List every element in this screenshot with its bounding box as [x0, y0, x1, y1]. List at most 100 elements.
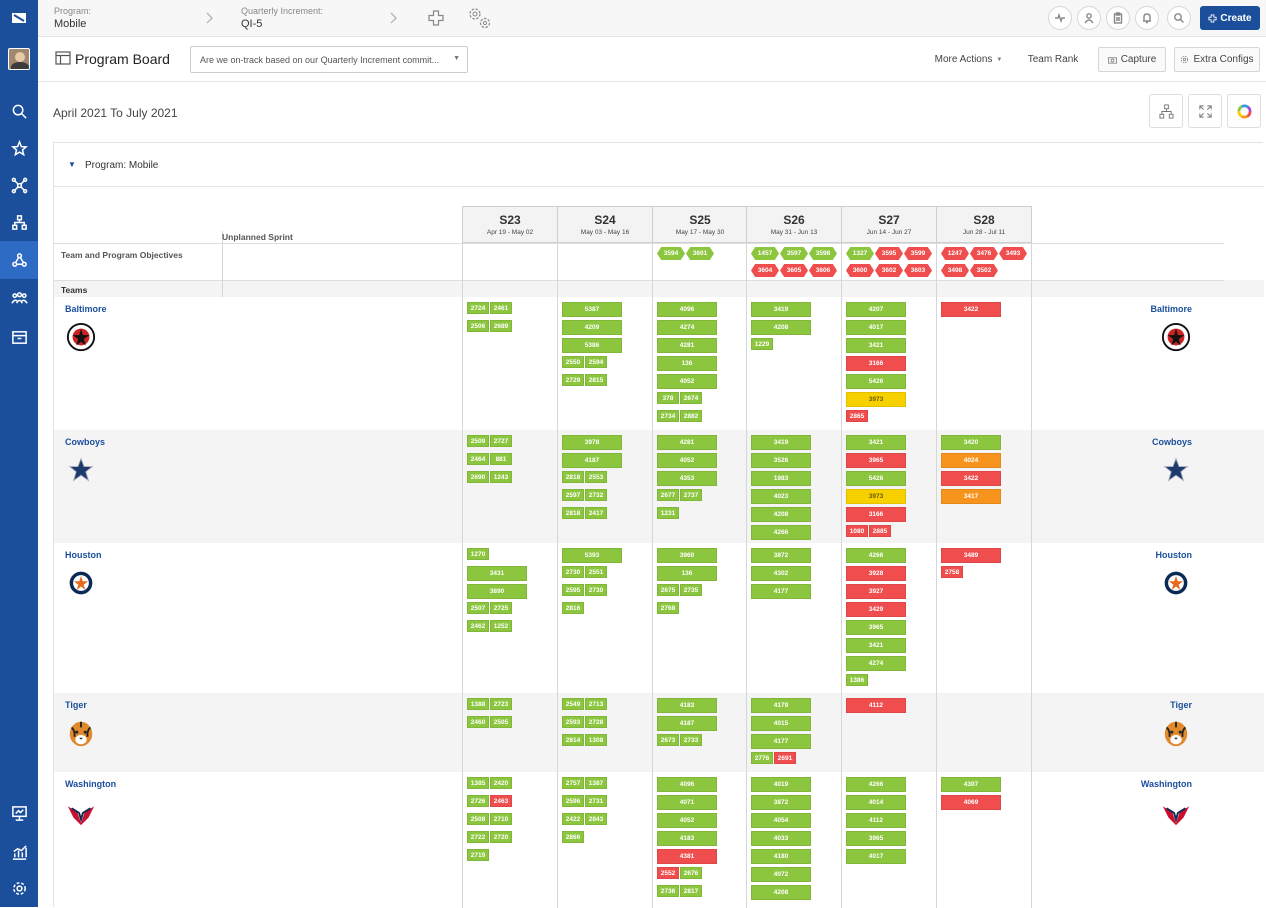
create-button[interactable]: Create [1200, 6, 1260, 30]
story-card[interactable]: 1388 [467, 698, 489, 710]
story-card[interactable]: 2689 [490, 320, 512, 332]
hierarchy-icon[interactable] [0, 204, 38, 240]
story-card[interactable]: 2596 [562, 795, 584, 807]
story-card[interactable]: 1386 [846, 674, 868, 686]
objective-hex[interactable]: 3502 [970, 264, 998, 277]
story-card[interactable]: 2673 [657, 734, 679, 746]
search-icon[interactable] [0, 93, 38, 129]
objective-hex[interactable]: 3597 [780, 247, 808, 260]
story-card[interactable]: 2731 [585, 795, 607, 807]
feature-card[interactable]: 3421 [846, 638, 906, 653]
story-card[interactable]: 2758 [941, 566, 963, 578]
feature-card[interactable]: 3965 [846, 831, 906, 846]
objective-hex[interactable]: 3603 [904, 264, 932, 277]
capture-button[interactable]: Capture [1098, 47, 1166, 72]
feature-card[interactable]: 5426 [846, 374, 906, 389]
story-card[interactable]: 2691 [774, 752, 796, 764]
story-card[interactable]: 2710 [490, 813, 512, 825]
story-card[interactable]: 2507 [467, 602, 489, 614]
story-card[interactable]: 2729 [562, 374, 584, 386]
color-legend-button[interactable] [1227, 94, 1261, 128]
team-rank-button[interactable]: Team Rank [1024, 47, 1082, 72]
story-card[interactable]: 2420 [490, 777, 512, 789]
feature-card[interactable]: 3431 [467, 566, 527, 581]
team-name-right[interactable]: Baltimore [1150, 304, 1192, 314]
sprint-header[interactable]: S27 Jun 14 - Jun 27 [841, 206, 937, 243]
feature-card[interactable]: 136 [657, 356, 717, 371]
team-name-left[interactable]: Tiger [65, 700, 87, 710]
objective-hex[interactable]: 3606 [809, 264, 837, 277]
question-select[interactable]: Are we on-track based on our Quarterly I… [190, 46, 468, 73]
feature-card[interactable]: 4187 [562, 453, 622, 468]
story-card[interactable]: 2768 [657, 602, 679, 614]
story-card[interactable]: 1385 [467, 777, 489, 789]
feature-card[interactable]: 4281 [657, 435, 717, 450]
story-card[interactable]: 2736 [657, 885, 679, 897]
feature-card[interactable]: 3419 [751, 435, 811, 450]
team-name-right[interactable]: Washington [1140, 779, 1192, 789]
story-card[interactable]: 1270 [467, 548, 489, 560]
story-card[interactable]: 2690 [467, 471, 489, 483]
objective-hex[interactable]: 3601 [686, 247, 714, 260]
app-logo-icon[interactable] [0, 0, 38, 36]
collapse-chevron-icon[interactable]: ▼ [68, 160, 76, 169]
feature-card[interactable]: 4015 [751, 716, 811, 731]
objective-hex[interactable]: 3602 [875, 264, 903, 277]
teams-icon[interactable] [0, 280, 38, 316]
feature-card[interactable]: 3421 [846, 435, 906, 450]
story-card[interactable]: 2675 [657, 584, 679, 596]
feature-card[interactable]: 4072 [751, 867, 811, 882]
feature-card[interactable]: 3872 [751, 795, 811, 810]
feature-card[interactable]: 1983 [751, 471, 811, 486]
feature-card[interactable]: 3166 [846, 507, 906, 522]
feature-card[interactable]: 4302 [751, 566, 811, 581]
story-card[interactable]: 1231 [657, 507, 679, 519]
gears-icon[interactable] [466, 5, 494, 31]
feature-card[interactable]: 5387 [562, 302, 622, 317]
feature-card[interactable]: 3960 [657, 548, 717, 563]
extra-configs-button[interactable]: Extra Configs [1174, 47, 1260, 72]
team-name-left[interactable]: Houston [65, 550, 102, 560]
story-card[interactable]: 378 [657, 392, 679, 404]
feature-card[interactable]: 4353 [657, 471, 717, 486]
story-card[interactable]: 2776 [751, 752, 773, 764]
story-card[interactable]: 2597 [562, 489, 584, 501]
feature-card[interactable]: 3928 [846, 566, 906, 581]
feature-card[interactable]: 4052 [657, 453, 717, 468]
feature-card[interactable]: 4266 [846, 548, 906, 563]
team-name-left[interactable]: Cowboys [65, 437, 106, 447]
feature-card[interactable]: 3872 [751, 548, 811, 563]
search-icon[interactable] [1167, 6, 1191, 30]
feature-card[interactable]: 4017 [846, 849, 906, 864]
objective-hex[interactable]: 3594 [657, 247, 685, 260]
story-card[interactable]: 2734 [657, 410, 679, 422]
story-card[interactable]: 2885 [869, 525, 891, 537]
clipboard-icon[interactable] [1106, 6, 1130, 30]
story-card[interactable]: 1243 [490, 471, 512, 483]
story-card[interactable]: 1080 [846, 525, 868, 537]
story-card[interactable]: 2865 [846, 410, 868, 422]
program-board-icon[interactable] [0, 241, 38, 279]
objective-hex[interactable]: 3599 [904, 247, 932, 260]
feature-card[interactable]: 4208 [751, 885, 811, 900]
objective-hex[interactable]: 3476 [970, 247, 998, 260]
feature-card[interactable]: 5426 [846, 471, 906, 486]
sprint-header[interactable]: S24 May 03 - May 16 [557, 206, 653, 243]
feature-card[interactable]: 4112 [846, 698, 906, 713]
feature-card[interactable]: 4023 [751, 489, 811, 504]
story-card[interactable]: 2549 [562, 698, 584, 710]
story-card[interactable]: 1387 [585, 777, 607, 789]
story-card[interactable]: 2677 [657, 489, 679, 501]
settings-gear-icon[interactable] [0, 870, 38, 906]
feature-card[interactable]: 4054 [751, 813, 811, 828]
add-cross-icon[interactable] [427, 9, 445, 27]
story-card[interactable]: 2730 [562, 566, 584, 578]
team-name-right[interactable]: Houston [1155, 550, 1193, 560]
feature-card[interactable]: 3526 [751, 453, 811, 468]
feature-card[interactable]: 3489 [941, 548, 1001, 563]
story-card[interactable]: 2724 [467, 302, 489, 314]
objective-hex[interactable]: 3605 [780, 264, 808, 277]
story-card[interactable]: 2676 [680, 867, 702, 879]
sprint-header[interactable]: S26 May 31 - Jun 13 [746, 206, 842, 243]
feature-card[interactable]: 4024 [941, 453, 1001, 468]
